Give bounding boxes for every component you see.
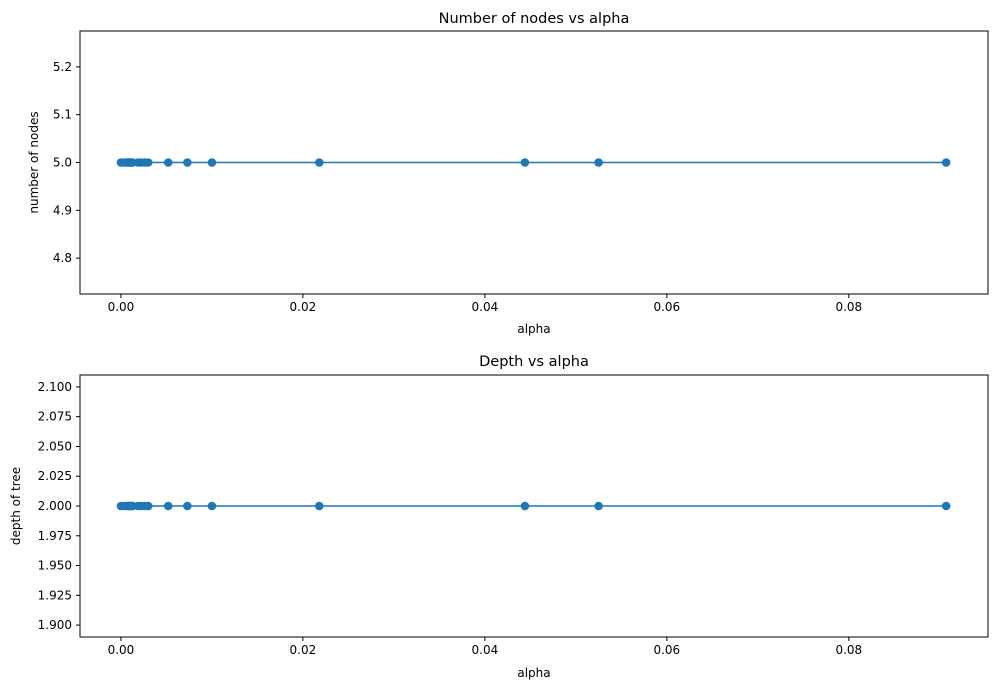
- data-point: [183, 158, 192, 167]
- data-point: [941, 158, 951, 167]
- data-point: [163, 501, 173, 511]
- data-point: [207, 158, 217, 167]
- x-tick-label: 0.08: [835, 300, 862, 314]
- x-tick-label: 0.04: [472, 300, 499, 314]
- y-tick-label: 1.950: [38, 559, 72, 573]
- y-tick-label: 4.9: [53, 203, 72, 217]
- data-point: [594, 501, 603, 511]
- chart-title: Depth vs alpha: [479, 354, 589, 370]
- y-tick-label: 4.8: [53, 251, 72, 265]
- x-tick-label: 0.06: [653, 643, 680, 657]
- y-tick-label: 1.975: [38, 529, 72, 543]
- axes-frame: [79, 30, 989, 295]
- x-ticks: 0.00 0.02 0.04 0.06 0.08: [108, 294, 862, 314]
- y-ticks: 4.8 4.9 5.0 5.1 5.2: [53, 60, 80, 265]
- x-axis-label: alpha: [517, 322, 550, 336]
- y-tick-label: 2.100: [38, 380, 72, 394]
- x-tick-label: 0.08: [835, 643, 862, 657]
- data-point: [183, 501, 192, 511]
- y-tick-label: 1.925: [38, 588, 72, 602]
- x-tick-label: 0.04: [472, 643, 499, 657]
- x-tick-label: 0.00: [108, 643, 135, 657]
- data-point: [143, 501, 153, 511]
- x-tick-label: 0.02: [290, 643, 317, 657]
- x-tick-label: 0.00: [108, 300, 135, 314]
- x-axis-label: alpha: [517, 666, 550, 680]
- x-tick-label: 0.06: [653, 300, 680, 314]
- subplot-nodes: Number of nodes vs alpha 4.8 4.9 5.0 5.1 5.2…: [27, 11, 989, 336]
- subplot-depth: Depth vs alpha 1.900 1.925 1.950 1.975 2.000…: [9, 354, 989, 680]
- y-tick-label: 5.2: [53, 60, 72, 74]
- y-axis-label: depth of tree: [9, 467, 23, 545]
- y-tick-label: 2.050: [38, 439, 72, 453]
- y-tick-label: 2.000: [38, 499, 72, 513]
- y-tick-label: 5.1: [53, 108, 72, 122]
- plot-area: [116, 158, 951, 167]
- y-tick-label: 1.900: [38, 618, 72, 632]
- data-point: [594, 158, 603, 167]
- data-point: [314, 158, 324, 167]
- y-tick-label: 2.025: [38, 469, 72, 483]
- y-tick-label: 5.0: [53, 156, 72, 170]
- data-point: [207, 501, 217, 511]
- x-ticks: 0.00 0.02 0.04 0.06 0.08: [108, 637, 862, 657]
- y-ticks: 1.900 1.925 1.950 1.975 2.000 2.025 2.050 2.075…: [38, 380, 80, 632]
- data-point: [520, 501, 530, 511]
- plot-area: [116, 501, 951, 511]
- data-point: [314, 501, 324, 511]
- chart-title: Number of nodes vs alpha: [439, 11, 630, 27]
- data-point: [941, 501, 951, 511]
- data-point: [143, 158, 153, 167]
- y-tick-label: 2.075: [38, 410, 72, 424]
- y-axis-label: number of nodes: [27, 111, 41, 213]
- axes-frame: [79, 374, 989, 638]
- data-point: [163, 158, 173, 167]
- data-point: [520, 158, 530, 167]
- x-tick-label: 0.02: [290, 300, 317, 314]
